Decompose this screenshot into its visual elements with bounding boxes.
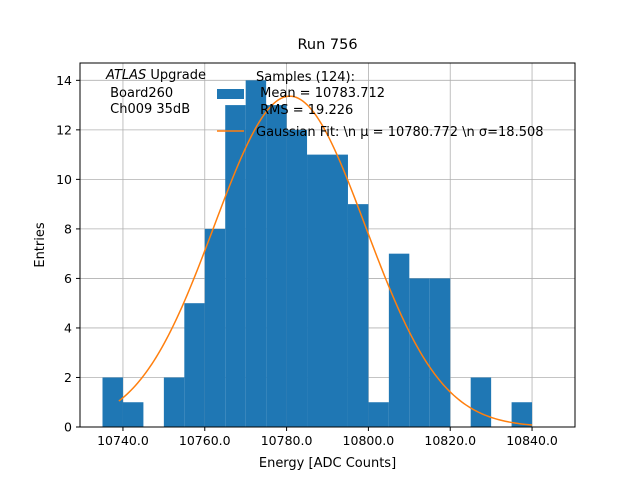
histogram-bar [266, 105, 287, 427]
histogram-bar [245, 80, 267, 427]
x-tick-label: 10840.0 [506, 433, 558, 448]
y-tick-label: 12 [56, 122, 72, 137]
histogram-bar [204, 228, 226, 427]
atlas-label: ATLAS [105, 68, 146, 83]
legend-fit-label: Gaussian Fit: \n μ = 10780.772 \n σ=18.5… [256, 125, 544, 140]
histogram-bar [347, 204, 369, 427]
grid [80, 63, 575, 428]
histogram-bar [102, 377, 123, 427]
x-tick-label: 10800.0 [343, 433, 395, 448]
x-tick-label: 10820.0 [424, 433, 476, 448]
plot-frame [79, 62, 576, 428]
svg-text:Ch009 35dB: Ch009 35dB [106, 102, 190, 117]
legend-samples-line-2: Mean = 10783.712 [256, 86, 385, 101]
x-axis-label: Energy [ADC Counts] [259, 456, 396, 471]
y-tick-label: 10 [56, 172, 72, 187]
histogram-bar [286, 129, 308, 427]
x-tick-label: 10780.0 [261, 433, 313, 448]
histogram-bar [122, 402, 144, 427]
y-tick-label: 0 [64, 420, 72, 435]
histogram-bar [184, 303, 205, 427]
svg-text:ATLAS Upgrade: ATLAS Upgrade [105, 68, 206, 83]
annotation-text: ATLAS Upgrade Board260 Ch009 35dB [105, 68, 206, 117]
y-axis-ticks: 0 2 4 6 8 10 12 14 [56, 73, 80, 435]
gaussian-fit-line [118, 95, 533, 426]
y-tick-label: 14 [56, 73, 72, 88]
histogram-bar [368, 402, 389, 427]
y-tick-label: 4 [64, 320, 72, 335]
x-tick-label: 10740.0 [97, 433, 149, 448]
legend: Samples (124): Mean = 10783.712 RMS = 19… [217, 70, 544, 140]
svg-text:Board260: Board260 [106, 86, 173, 101]
y-tick-label: 6 [64, 271, 72, 286]
y-tick-label: 2 [64, 370, 72, 385]
histogram-bar [409, 278, 430, 427]
histogram-bar [307, 154, 328, 427]
chart-title: Run 756 [297, 37, 357, 53]
y-axis-label: Entries [33, 222, 48, 268]
histogram-bar [429, 278, 451, 427]
y-tick-label: 8 [64, 221, 72, 236]
legend-samples-line-3: RMS = 19.226 [256, 103, 353, 118]
legend-samples-line-1: Samples (124): [256, 70, 355, 85]
legend-handle-samples [217, 89, 244, 99]
histogram-bar [511, 402, 533, 427]
histogram-bar [163, 377, 185, 427]
x-tick-label: 10760.0 [179, 433, 231, 448]
x-axis-ticks: 10740.0 10760.0 10780.0 10800.0 10820.0 10840… [97, 427, 558, 448]
histogram-bar [388, 253, 410, 427]
histogram-bar [327, 154, 348, 427]
histogram-bar [470, 377, 492, 427]
